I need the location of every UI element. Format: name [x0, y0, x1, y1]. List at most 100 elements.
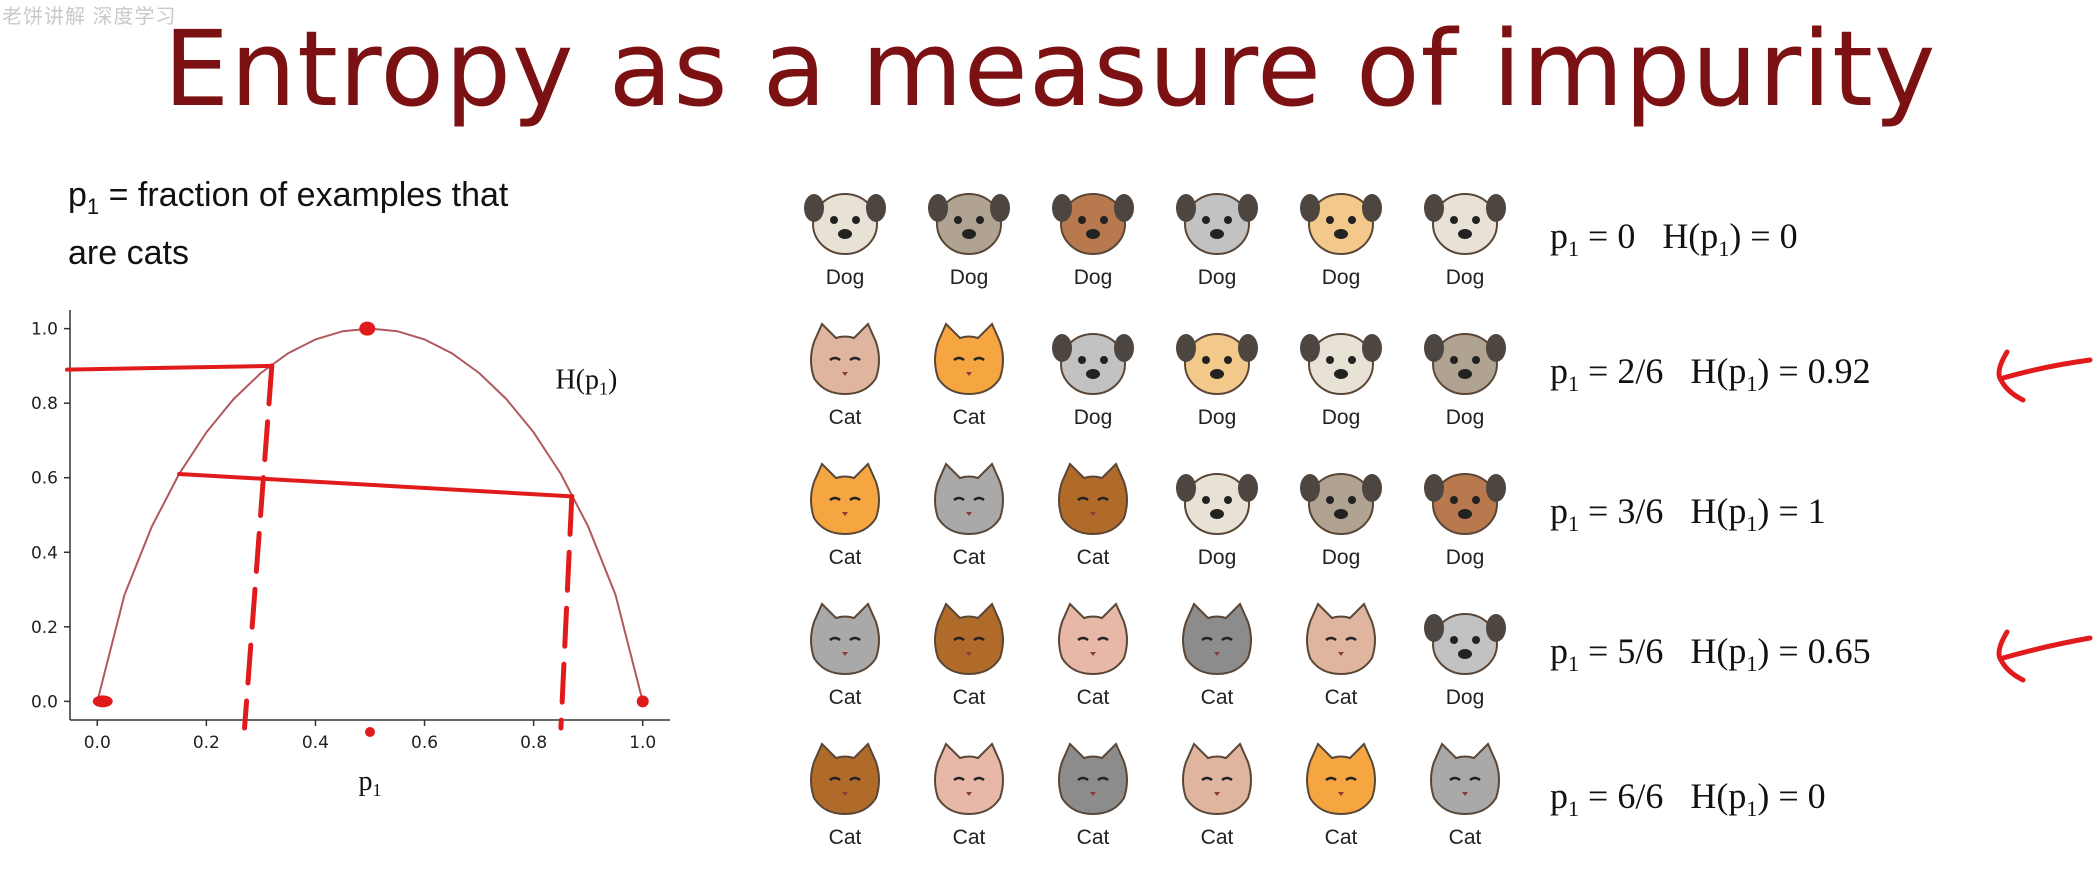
- animal-label: Cat: [952, 826, 986, 849]
- dog-face-icon: [1176, 333, 1258, 395]
- y-tick-label: 0.0: [31, 692, 58, 712]
- animal-label: Dog: [1445, 546, 1485, 569]
- x-tick-label: 0.2: [193, 733, 220, 753]
- slide-title: Entropy as a measure of impurity: [163, 8, 1937, 130]
- cat-face-icon: [1306, 602, 1376, 676]
- dog-face-icon: [928, 193, 1010, 255]
- p1-value: 3/6: [1617, 491, 1664, 531]
- x-tick-label: 0.6: [411, 733, 438, 753]
- cat-face-icon: [1058, 742, 1128, 816]
- animal-label: Dog: [1445, 266, 1485, 289]
- animal-label: Dog: [1321, 546, 1361, 569]
- x-tick-label: 0.0: [84, 733, 111, 753]
- grid-cell: Cat: [790, 740, 900, 850]
- grid-cell: Dog: [1410, 320, 1520, 430]
- x-tick-label: 0.8: [520, 733, 547, 753]
- entropy-equation: p1 = 5/6 H(p1) = 0.65: [1550, 631, 1871, 677]
- entropy-equation: p1 = 0 H(p1) = 0: [1550, 216, 1798, 262]
- animal-label: Dog: [1197, 406, 1237, 429]
- animal-label: Dog: [1321, 266, 1361, 289]
- grid-cell: Dog: [1286, 460, 1396, 570]
- y-tick-label: 0.8: [31, 394, 58, 414]
- def-line2: are cats: [68, 233, 189, 272]
- cat-face-icon: [810, 322, 880, 396]
- grid-cell: Cat: [914, 460, 1024, 570]
- cat-face-icon: [1430, 742, 1500, 816]
- cat-face-icon: [810, 742, 880, 816]
- h-value: 1: [1807, 491, 1826, 531]
- cat-face-icon: [1182, 742, 1252, 816]
- p1-definition: p1 = fraction of examples that are cats: [68, 172, 508, 276]
- p1-value: 2/6: [1617, 351, 1664, 391]
- grid-cell: Dog: [1410, 460, 1520, 570]
- entropy-chart: 0.0 0.2 0.4 0.6 0.8 1.0 0.0 0.2 0.4 0.6 0.8 1.0 H(p1…: [31, 310, 670, 800]
- dog-face-icon: [1300, 193, 1382, 255]
- series-label: H(p1): [555, 364, 617, 398]
- cat-face-icon: [1058, 602, 1128, 676]
- grid-cell: Dog: [1286, 320, 1396, 430]
- x-axis-label: p1: [359, 766, 382, 800]
- annotation-dot: [365, 727, 375, 737]
- grid-cell: Dog: [790, 180, 900, 290]
- grid-cell: Dog: [1038, 320, 1148, 430]
- h-value: 0.92: [1807, 351, 1871, 391]
- animal-label: Dog: [949, 266, 989, 289]
- animal-label: Dog: [1445, 686, 1485, 709]
- grid-cell: Dog: [1162, 320, 1272, 430]
- h-value: 0: [1779, 216, 1798, 256]
- def-sub: 1: [86, 193, 100, 219]
- animal-label: Cat: [1448, 826, 1482, 849]
- animal-label: Cat: [1076, 546, 1110, 569]
- animal-label: Cat: [952, 546, 986, 569]
- animal-label: Cat: [828, 826, 862, 849]
- animal-label: Dog: [825, 266, 865, 289]
- grid-cell: Cat: [790, 460, 900, 570]
- h-value: 0: [1807, 776, 1826, 816]
- grid-cell: Dog: [1286, 180, 1396, 290]
- p1-value: 0: [1617, 216, 1636, 256]
- cat-face-icon: [934, 742, 1004, 816]
- entropy-equation: p1 = 6/6 H(p1) = 0: [1550, 776, 1826, 822]
- annotation-dot: [636, 695, 649, 708]
- red-arrow-icon: [1996, 629, 2093, 683]
- p1-value: 5/6: [1617, 631, 1664, 671]
- animal-label: Cat: [1076, 686, 1110, 709]
- cat-face-icon: [1182, 602, 1252, 676]
- annotation-dashed-line: [242, 363, 275, 731]
- grid-cell: Cat: [914, 740, 1024, 850]
- animal-label: Dog: [1073, 406, 1113, 429]
- annotation-dashed-line: [558, 493, 575, 731]
- dog-face-icon: [1176, 193, 1258, 255]
- dog-face-icon: [1300, 473, 1382, 535]
- animal-label: Cat: [1200, 826, 1234, 849]
- animal-label: Cat: [952, 686, 986, 709]
- dog-face-icon: [1424, 193, 1506, 255]
- grid-cell: Dog: [1162, 460, 1272, 570]
- x-tick-label: 0.4: [302, 733, 329, 753]
- y-tick-label: 0.4: [31, 543, 58, 563]
- dog-face-icon: [1176, 473, 1258, 535]
- animal-label: Dog: [1321, 406, 1361, 429]
- cat-face-icon: [810, 462, 880, 536]
- cat-face-icon: [934, 602, 1004, 676]
- y-tick-label: 0.2: [31, 618, 58, 638]
- cat-face-icon: [934, 462, 1004, 536]
- annotation-dot: [92, 695, 113, 708]
- y-tick-label: 1.0: [31, 320, 58, 340]
- animal-label: Cat: [828, 406, 862, 429]
- animal-label: Dog: [1197, 266, 1237, 289]
- entropy-equation: p1 = 3/6 H(p1) = 1: [1550, 491, 1826, 537]
- cat-face-icon: [1058, 462, 1128, 536]
- grid-cell: Cat: [1038, 600, 1148, 710]
- annotation-h-line: [65, 363, 274, 372]
- cat-face-icon: [1306, 742, 1376, 816]
- animal-label: Cat: [1324, 826, 1358, 849]
- grid-cell: Dog: [1410, 600, 1520, 710]
- animal-label: Dog: [1197, 546, 1237, 569]
- h-value: 0.65: [1807, 631, 1871, 671]
- dog-face-icon: [1052, 333, 1134, 395]
- grid-cell: Cat: [790, 600, 900, 710]
- dog-face-icon: [1300, 333, 1382, 395]
- grid-cell: Dog: [1162, 180, 1272, 290]
- dog-face-icon: [1424, 613, 1506, 675]
